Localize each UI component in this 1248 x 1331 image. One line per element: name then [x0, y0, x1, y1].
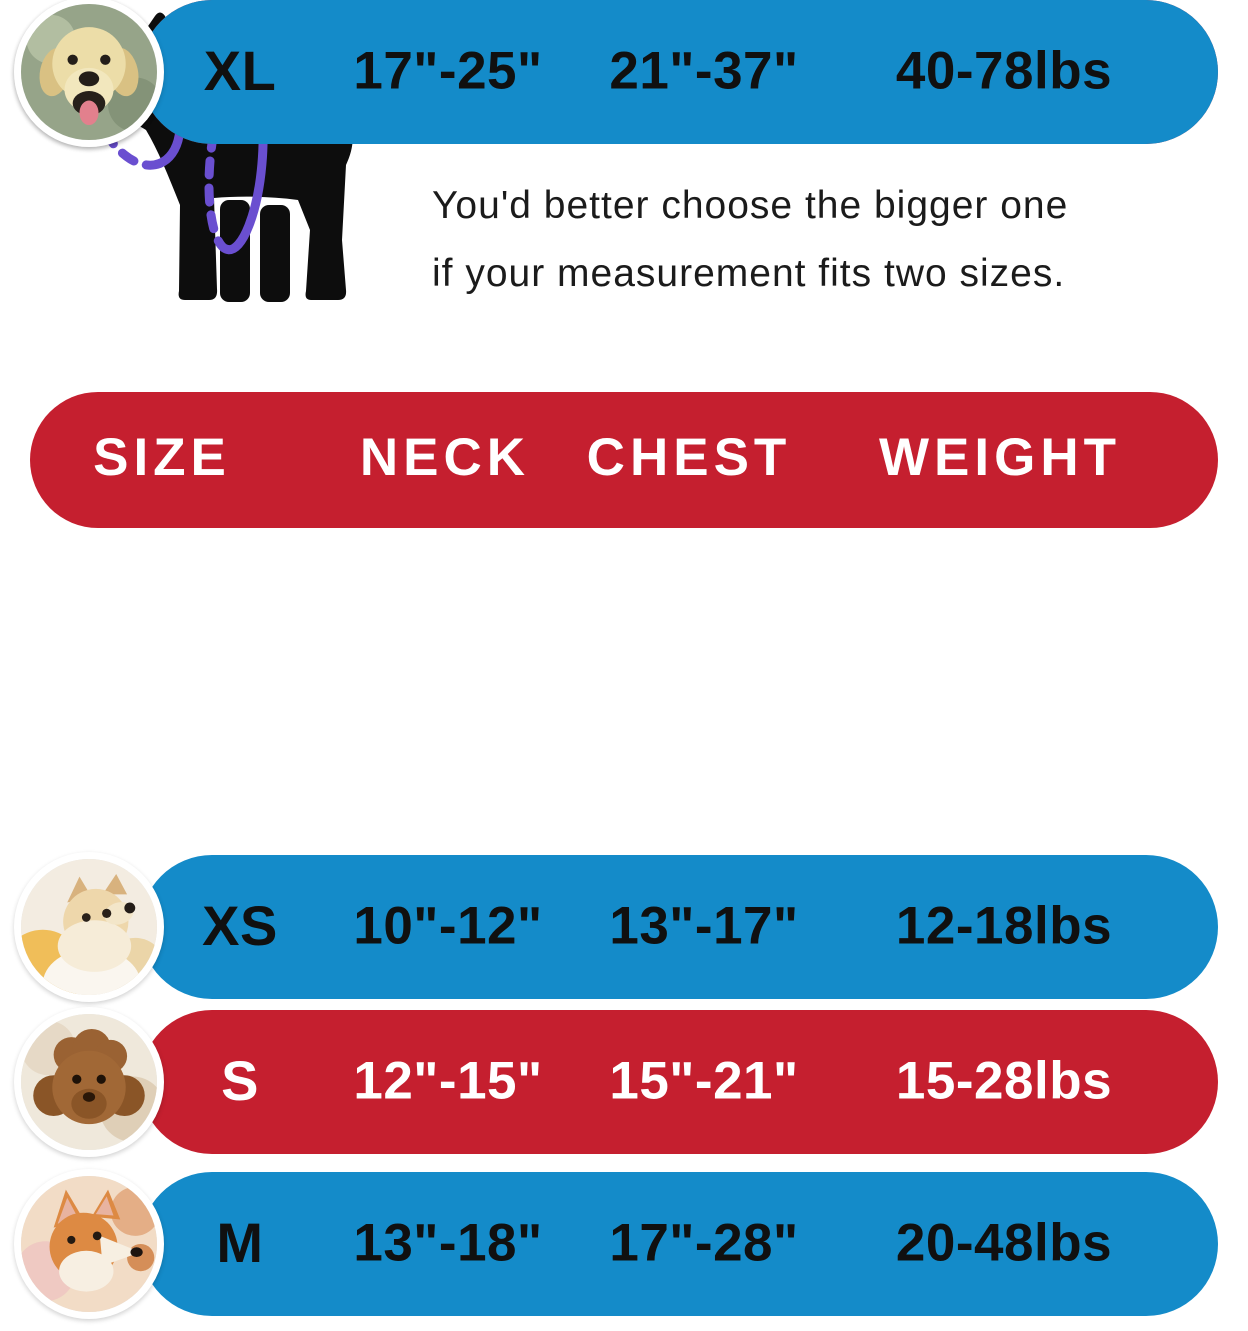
row-background — [140, 1172, 1218, 1316]
table-row-xs: XS 10"-12" 13"-17" 12-18lbs — [0, 852, 1248, 1002]
table-row-s: S 12"-15" 15"-21" 15-28lbs — [0, 1007, 1248, 1157]
table-header-row: SIZE NECK CHEST WEIGHT — [30, 392, 1218, 528]
cell-weight: 12-18lbs — [895, 896, 1113, 956]
subtitle-line-1: You'd better choose the bigger one — [432, 184, 1069, 227]
cell-weight: 20-48lbs — [895, 1213, 1113, 1273]
dog-photo-shiba-inu — [14, 1169, 164, 1319]
column-header-size: SIZE — [93, 428, 231, 488]
cell-chest: 15"-21" — [609, 1051, 799, 1111]
cell-neck: 12"-15" — [353, 1051, 543, 1111]
subtitle-line-2: if your measurement fits two sizes. — [432, 252, 1066, 295]
cell-size: M — [216, 1211, 264, 1275]
cell-weight: 40-78lbs — [895, 41, 1113, 101]
column-header-neck: NECK — [359, 428, 531, 488]
cell-weight: 15-28lbs — [895, 1051, 1113, 1111]
cell-neck: 17"-25" — [353, 41, 543, 101]
row-background — [140, 0, 1218, 144]
cell-neck: 10"-12" — [353, 896, 543, 956]
row-background — [140, 855, 1218, 999]
dog-photo-toy-poodle — [14, 1007, 164, 1157]
table-row-m: M 13"-18" 17"-28" 20-48lbs — [0, 1169, 1248, 1319]
cell-chest: 17"-28" — [609, 1213, 799, 1273]
column-header-chest: CHEST — [586, 428, 792, 488]
table-row-xl: XL 17"-25" 21"-37" 40-78lbs — [0, 0, 1248, 147]
subtitle: You'd better choose the bigger one if yo… — [432, 172, 1068, 308]
column-header-weight: WEIGHT — [879, 428, 1121, 488]
row-background — [140, 1010, 1218, 1154]
cell-neck: 13"-18" — [353, 1213, 543, 1273]
dog-photo-pomeranian — [14, 852, 164, 1002]
cell-size: XS — [202, 894, 278, 958]
cell-chest: 13"-17" — [609, 896, 799, 956]
cell-size: XL — [203, 39, 277, 103]
cell-size: S — [221, 1049, 259, 1113]
dog-photo-labrador — [14, 0, 164, 147]
cell-chest: 21"-37" — [609, 41, 799, 101]
